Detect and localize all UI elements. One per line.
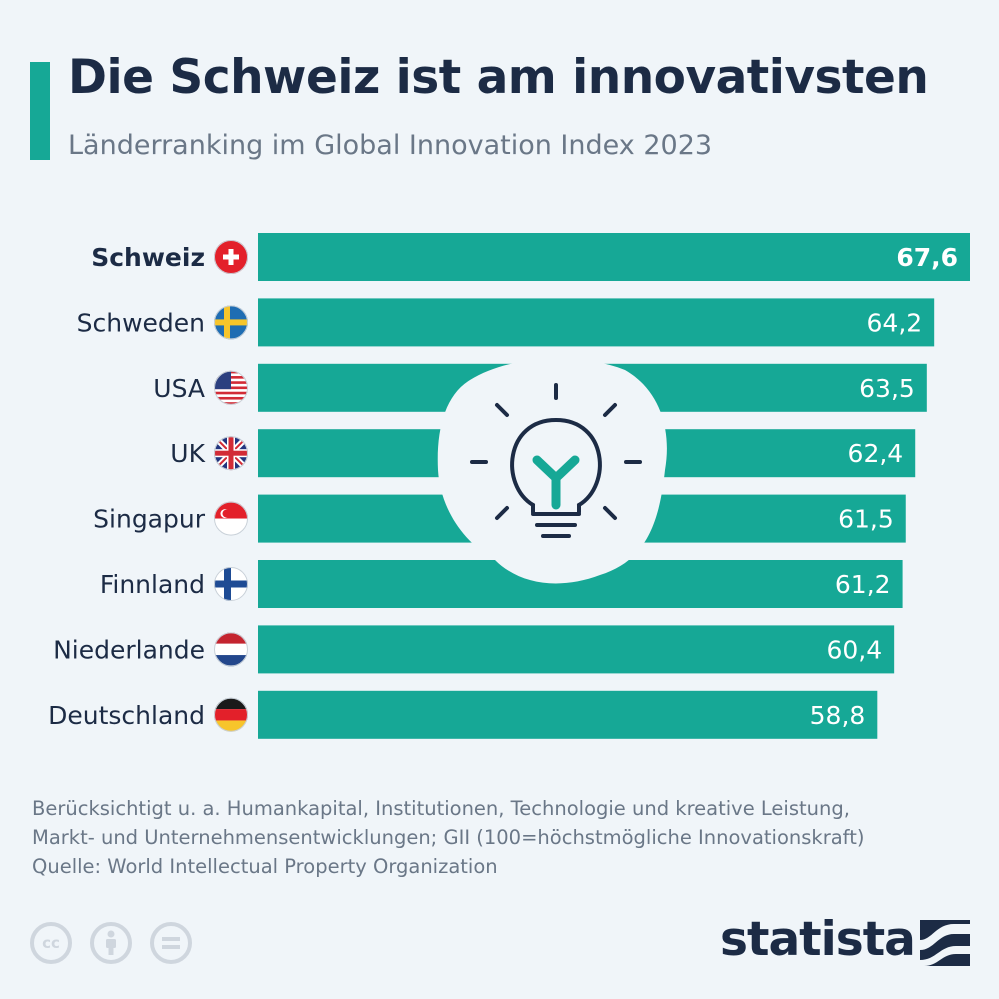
value-label: 63,5 [859,374,915,403]
category-label: Finnland [100,570,205,599]
flag-netherlands-icon [214,632,248,667]
bar [258,233,970,281]
value-label: 60,4 [826,635,882,664]
bar [258,690,878,739]
value-label: 62,4 [848,439,904,468]
value-label: 58,8 [810,701,866,730]
flag-usa-icon [214,370,248,405]
noderivs-icon[interactable] [150,922,192,964]
flag-germany-icon [214,697,248,732]
category-label: UK [170,439,205,468]
cc-icon[interactable]: cc [30,922,72,964]
footnote: Berücksichtigt u. a. Humankapital, Insti… [32,794,982,881]
flag-singapore-icon [214,501,248,536]
title-accent-bar [30,62,50,160]
flag-finland-icon [214,567,248,601]
lightbulb-icon [437,358,667,584]
category-label: Singapur [93,505,206,534]
bar [258,625,895,674]
flag-switzerland-icon [214,240,248,274]
category-label: Schweiz [91,243,205,272]
category-label: Niederlande [53,635,205,664]
chart-subtitle: Länderranking im Global Innovation Index… [68,130,713,161]
flag-sweden-icon [214,305,248,340]
value-label: 61,2 [835,570,891,599]
bar-chart: 67,6 Schweiz 64,2 Schweden 63,5 USA 62,4 UK 61,5… [48,233,970,739]
chart-title: Die Schweiz ist am innovativsten [68,50,929,105]
footnote-line: Berücksichtigt u. a. Humankapital, Insti… [32,797,850,820]
statista-logo-icon[interactable] [920,920,970,966]
category-label: Deutschland [48,701,205,730]
footnote-line: Markt- und Unternehmensentwicklungen; GI… [32,826,865,849]
value-label: 64,2 [867,308,923,337]
value-label: 61,5 [838,505,894,534]
bar [258,298,935,347]
value-label: 67,6 [896,243,958,272]
category-label: Schweden [77,308,205,337]
source-line: Quelle: World Intellectual Property Orga… [32,855,498,878]
flag-uk-icon [214,436,248,471]
statista-brand[interactable]: statista [720,912,916,967]
attribution-icon[interactable] [90,922,132,964]
category-label: USA [153,374,205,403]
